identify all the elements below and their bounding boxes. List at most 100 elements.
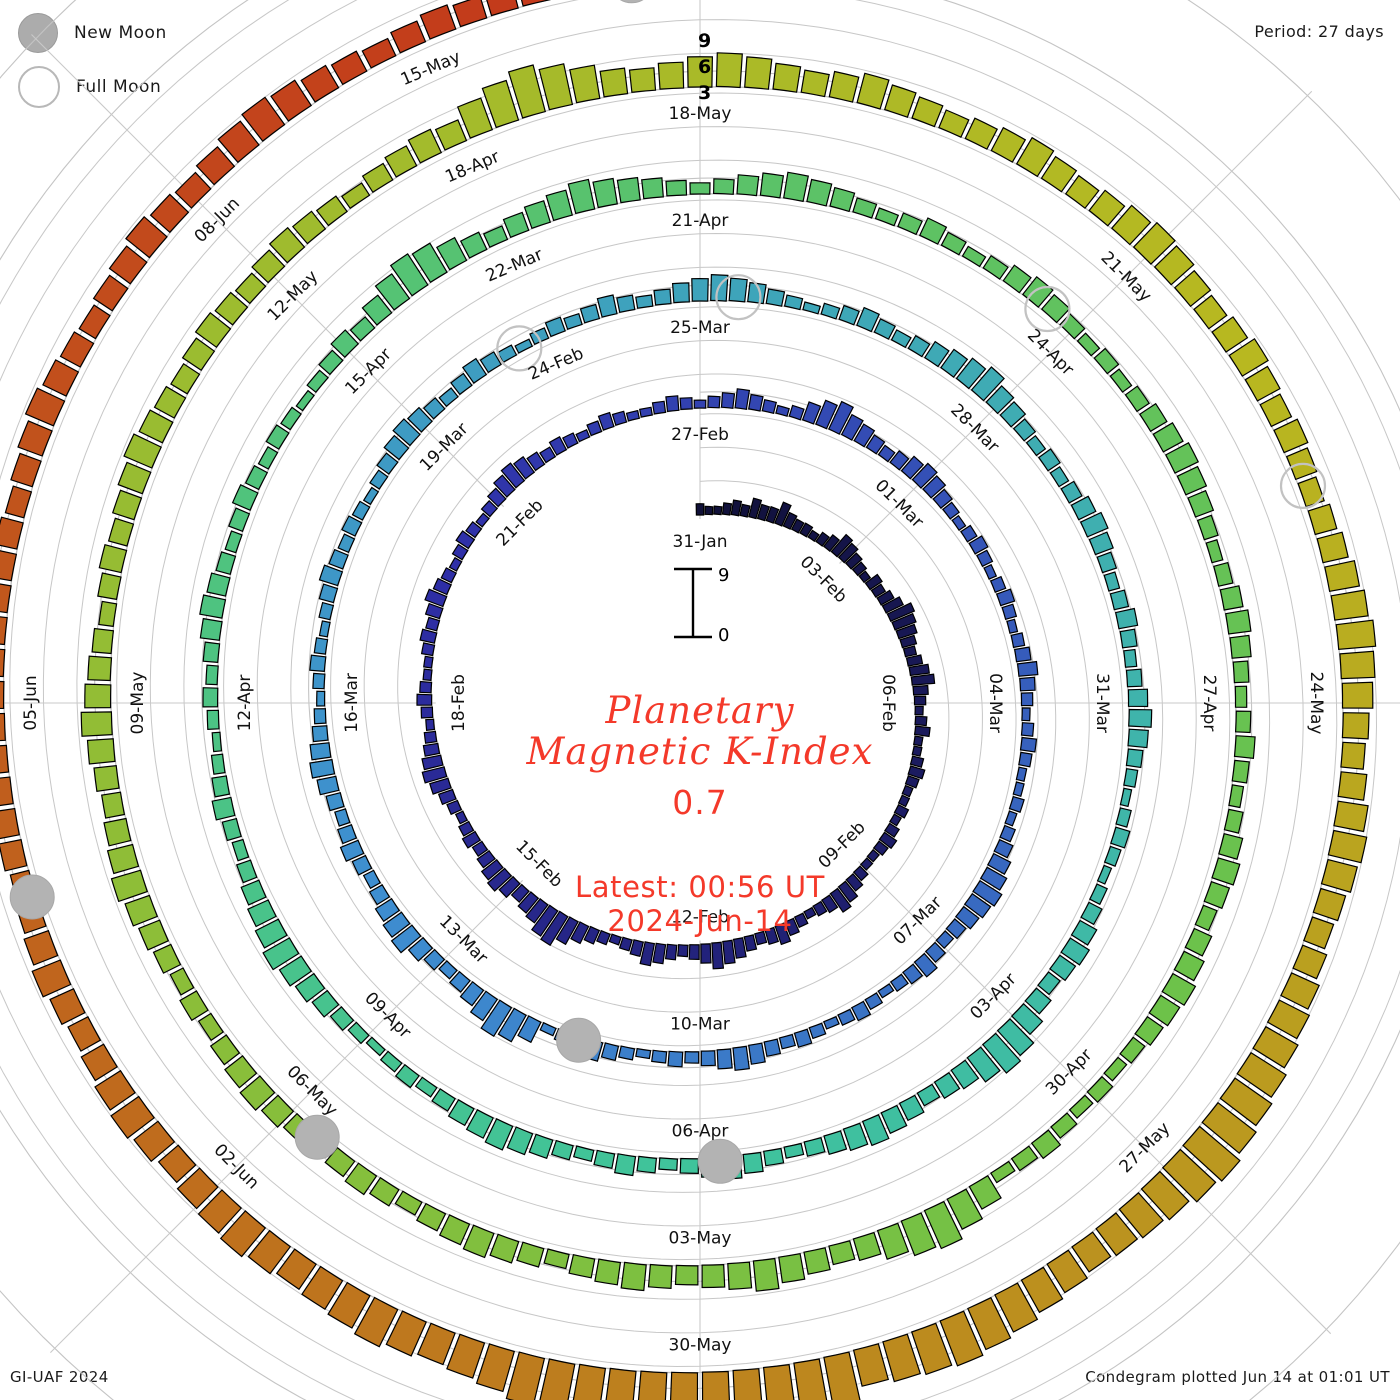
k-index-bar <box>946 1188 984 1231</box>
k-index-bar <box>4 485 33 519</box>
k-index-bar <box>423 655 434 669</box>
k-index-bar <box>451 543 469 561</box>
k-index-bar <box>828 1240 856 1266</box>
k-index-bar <box>945 918 967 940</box>
k-index-bar <box>877 444 896 463</box>
k-index-bar <box>667 1050 684 1068</box>
k-index-bar <box>889 813 903 827</box>
k-index-bar <box>1339 650 1376 680</box>
k-index-bar <box>103 817 132 847</box>
k-index-bar <box>732 937 747 959</box>
k-index-bar <box>1211 316 1249 353</box>
k-index-bar <box>406 406 433 433</box>
date-label-group: 10-Mar <box>670 1015 730 1035</box>
k-index-bar <box>1006 618 1019 634</box>
k-index-bar <box>202 687 219 708</box>
k-index-bar <box>523 200 552 230</box>
date-label: 18-Feb <box>449 674 469 732</box>
k-index-bar <box>1060 937 1091 966</box>
k-index-bar <box>799 522 814 538</box>
k-index-bar <box>889 450 910 471</box>
k-index-bar <box>480 499 499 518</box>
k-index-bar <box>1266 999 1311 1040</box>
k-index-bar <box>1138 402 1168 433</box>
k-index-bar <box>823 1130 848 1156</box>
k-index-bar <box>700 943 712 964</box>
k-index-bar <box>923 1200 963 1250</box>
credit-label: GI-UAF 2024 <box>10 1368 109 1386</box>
k-index-bar <box>315 195 348 227</box>
k-index-bar <box>748 393 764 412</box>
date-label-group: 21-Apr <box>672 211 729 231</box>
k-index-bar <box>913 952 938 978</box>
k-index-bar <box>783 1142 805 1159</box>
k-index-bar <box>500 462 526 489</box>
k-index-bar <box>435 236 468 271</box>
k-index-bar <box>224 530 243 554</box>
k-index-bar <box>125 215 168 259</box>
k-index-bar <box>526 451 546 472</box>
k-index-bar <box>379 1050 403 1073</box>
k-index-bar <box>424 588 448 608</box>
k-index-bar <box>616 294 636 314</box>
k-index-bar <box>311 725 329 743</box>
k-index-bar <box>1010 632 1026 649</box>
k-index-bar <box>1124 385 1151 413</box>
k-index-bar <box>628 67 657 93</box>
k-index-bar <box>864 573 883 591</box>
k-index-bar <box>1020 1266 1064 1314</box>
k-index-bar <box>539 446 557 464</box>
k-index-bar <box>313 708 327 725</box>
k-index-bar <box>80 711 113 737</box>
k-index-bar <box>407 128 443 164</box>
k-index-bar <box>778 1253 806 1284</box>
k-index-bar <box>1004 810 1018 827</box>
k-index-bar <box>876 1222 910 1260</box>
k-index-bar <box>1012 781 1025 798</box>
k-index-bar <box>510 883 530 903</box>
k-index-bar <box>280 406 302 431</box>
k-index-bar <box>1109 368 1133 393</box>
k-index-bar <box>0 550 18 582</box>
k-index-bar <box>0 583 12 614</box>
k-index-bar <box>611 410 628 426</box>
k-index-bar <box>995 588 1016 607</box>
k-index-bar <box>414 1076 438 1098</box>
k-index-bar <box>1115 807 1132 828</box>
k-index-bar <box>572 1145 595 1163</box>
k-index-bar <box>231 838 250 862</box>
k-index-bar <box>592 177 618 209</box>
k-index-bar <box>878 831 898 850</box>
k-index-bar <box>0 807 21 840</box>
k-index-bar <box>727 1261 753 1291</box>
k-index-bar <box>219 1210 267 1258</box>
k-index-bar <box>351 854 373 876</box>
k-index-bar <box>669 1371 699 1400</box>
k-index-bar <box>309 742 332 761</box>
k-index-bar <box>1103 1056 1128 1082</box>
date-label-group: 06-Feb <box>878 674 898 732</box>
k-index-bar <box>328 548 349 570</box>
k-index-bar <box>450 372 473 396</box>
k-index-bar <box>985 385 1015 415</box>
k-index-bar <box>852 197 878 219</box>
k-index-bar <box>1182 1125 1241 1182</box>
k-index-bar <box>318 620 331 638</box>
k-index-bar <box>616 176 641 204</box>
k-index-bar <box>837 1008 856 1026</box>
k-index-bar <box>691 278 709 302</box>
k-index-bar <box>459 980 485 1007</box>
k-index-bar <box>311 989 340 1018</box>
current-k-index-value: 0.7 <box>672 782 728 822</box>
k-index-bar <box>1184 927 1213 957</box>
k-index-bar <box>110 869 149 903</box>
k-index-bar <box>1012 418 1037 442</box>
k-index-bar <box>1337 771 1368 801</box>
k-index-bar <box>1312 887 1347 922</box>
date-label: 21-Apr <box>672 211 729 231</box>
k-index-bar <box>872 840 889 857</box>
k-index-bar <box>850 1000 872 1022</box>
k-index-bar <box>1015 766 1028 783</box>
k-index-bar <box>793 912 809 929</box>
k-index-bar <box>572 1363 607 1400</box>
